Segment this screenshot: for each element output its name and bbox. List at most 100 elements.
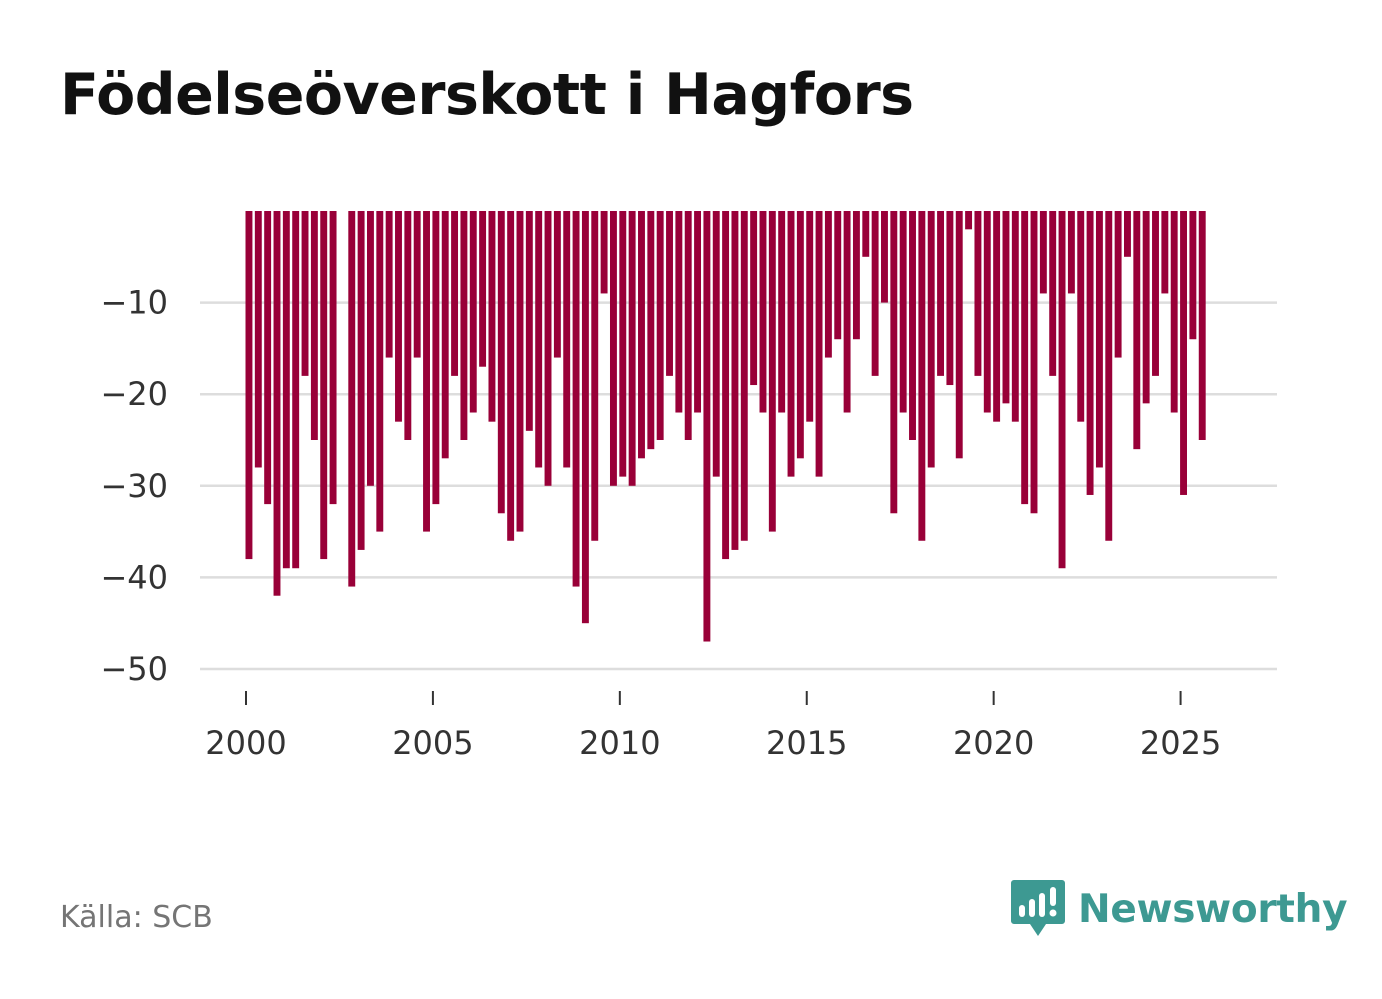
- bar: [1198, 211, 1206, 440]
- bar: [628, 211, 636, 486]
- bar: [703, 211, 711, 642]
- bar: [1133, 211, 1141, 450]
- bar: [965, 211, 973, 230]
- bar: [1142, 211, 1150, 404]
- bar: [366, 211, 374, 486]
- bar: [750, 211, 758, 386]
- bar: [722, 211, 730, 560]
- bar: [423, 211, 430, 532]
- bar: [927, 211, 935, 468]
- bar: [909, 211, 916, 440]
- bar: [600, 211, 608, 294]
- bar: [675, 211, 683, 413]
- bar: [731, 211, 739, 550]
- bar: [329, 211, 337, 505]
- bar: [1161, 211, 1169, 294]
- bar: [1114, 211, 1122, 358]
- y-tick-label: −40: [100, 558, 168, 596]
- bar: [1030, 211, 1038, 514]
- bar: [806, 211, 814, 422]
- bar: [778, 211, 786, 413]
- bar: [666, 211, 673, 376]
- x-tick-label: 2025: [1140, 724, 1221, 762]
- bar: [385, 211, 393, 358]
- bar: [553, 211, 561, 358]
- bar: [656, 211, 664, 440]
- bar: [441, 211, 449, 459]
- bar: [843, 211, 851, 413]
- bar: [525, 211, 533, 431]
- bar: [357, 211, 365, 550]
- bar: [1095, 211, 1103, 468]
- bar: [899, 211, 907, 413]
- bar: [946, 211, 954, 386]
- bar: [993, 211, 1001, 422]
- bar: [310, 211, 318, 440]
- bar: [507, 211, 515, 541]
- x-tick-label: 2020: [953, 724, 1034, 762]
- y-tick-label: −10: [100, 284, 168, 322]
- bar: [862, 211, 870, 257]
- bar: [1002, 211, 1010, 404]
- bar: [413, 211, 421, 358]
- bar: [881, 211, 888, 303]
- bar: [254, 211, 262, 468]
- bar: [1049, 211, 1057, 376]
- bar: [469, 211, 477, 413]
- bar: [759, 211, 767, 413]
- bar: [320, 211, 328, 560]
- bar: [890, 211, 898, 514]
- bar: [581, 211, 589, 624]
- bar: [544, 211, 552, 486]
- bar: [1180, 211, 1187, 495]
- bar: [404, 211, 412, 440]
- bar: [535, 211, 543, 468]
- bar: [852, 211, 860, 340]
- bar: [516, 211, 524, 532]
- bar: [684, 211, 692, 440]
- bar: [591, 211, 599, 541]
- bar: [1067, 211, 1075, 294]
- bar: [432, 211, 440, 505]
- bar: [395, 211, 402, 422]
- bar: [974, 211, 982, 376]
- bar: [301, 211, 309, 376]
- x-tick-label: 2005: [392, 724, 473, 762]
- bar: [497, 211, 505, 514]
- bar: [376, 211, 384, 532]
- x-tick-label: 2015: [766, 724, 847, 762]
- bar: [638, 211, 645, 459]
- bar: [282, 211, 290, 569]
- x-tick-label: 2000: [205, 724, 286, 762]
- bar: [740, 211, 748, 541]
- bar: [273, 211, 281, 596]
- bar: [647, 211, 655, 450]
- bar: [619, 211, 627, 477]
- bar: [787, 211, 795, 477]
- bar: [460, 211, 468, 440]
- bar: [796, 211, 804, 459]
- bar: [937, 211, 945, 376]
- brand-name: Newsworthy: [1078, 886, 1348, 932]
- bar: [1152, 211, 1159, 376]
- bar: [563, 211, 571, 468]
- bar: [1021, 211, 1029, 505]
- bar: [1189, 211, 1197, 340]
- bar: [451, 211, 459, 376]
- bar: [824, 211, 832, 358]
- bar: [815, 211, 823, 477]
- bar: [1086, 211, 1094, 495]
- bar: [1011, 211, 1019, 422]
- bar: [245, 211, 253, 560]
- bar: [712, 211, 720, 477]
- bar: [1058, 211, 1066, 569]
- bar: [1039, 211, 1047, 294]
- bar: [609, 211, 617, 486]
- bar: [348, 211, 356, 587]
- bar: [918, 211, 926, 541]
- bar: [768, 211, 776, 532]
- newsworthy-logo[interactable]: Newsworthy: [1010, 878, 1348, 940]
- bar-chart-bubble-icon: [1011, 880, 1065, 936]
- bar: [834, 211, 842, 340]
- bar: [292, 211, 300, 569]
